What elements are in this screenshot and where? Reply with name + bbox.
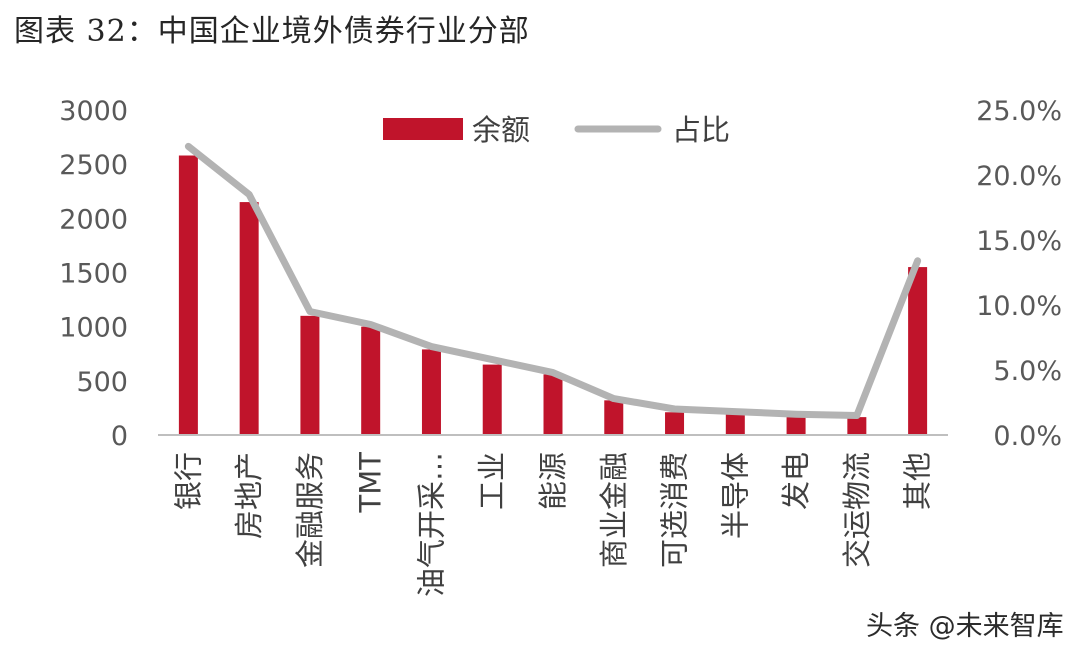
bar xyxy=(665,412,685,435)
bar xyxy=(300,315,320,435)
left-axis-ticks: 0 500 1000 1500 2000 2500 3000 xyxy=(59,96,128,452)
right-tick-label: 20.0% xyxy=(976,161,1062,192)
category-label: 银行 xyxy=(171,452,205,510)
left-tick-label: 2500 xyxy=(59,150,128,181)
right-axis-ticks: 0.0% 5.0% 10.0% 15.0% 20.0% 25.0% xyxy=(976,96,1062,452)
share-line xyxy=(184,142,922,419)
bar xyxy=(786,416,806,435)
category-label: 工业 xyxy=(475,452,509,510)
bar xyxy=(847,417,867,435)
left-tick-label: 2000 xyxy=(59,204,128,235)
category-label: 金融服务 xyxy=(293,452,327,568)
right-tick-label: 0.0% xyxy=(993,421,1062,452)
left-tick-label: 0 xyxy=(111,421,128,452)
bar xyxy=(725,414,745,435)
bar xyxy=(543,374,563,435)
bar xyxy=(908,267,928,435)
bar-series xyxy=(178,155,928,435)
legend: 余额 占比 xyxy=(383,113,730,147)
category-labels: 银行 房地产 金融服务 TMT 油气开采… 工业 能源 商业金融 可选消费 半导体 发电 交运物流 其他 xyxy=(171,452,934,597)
line-series xyxy=(184,142,922,419)
bar xyxy=(604,400,624,435)
category-label: 其他 xyxy=(901,452,935,510)
right-tick-label: 5.0% xyxy=(993,356,1062,387)
left-tick-label: 500 xyxy=(76,367,128,398)
category-label: TMT xyxy=(354,452,388,514)
right-tick-label: 25.0% xyxy=(976,96,1062,127)
category-label: 交运物流 xyxy=(840,452,874,568)
bar xyxy=(482,364,502,435)
category-label: 油气开采… xyxy=(414,452,448,597)
bar xyxy=(361,326,381,435)
category-label: 商业金融 xyxy=(597,452,631,568)
watermark: 头条 @未来智库 xyxy=(866,611,1064,642)
legend-label-balance: 余额 xyxy=(472,113,530,147)
legend-bar-swatch xyxy=(383,118,463,140)
right-tick-label: 10.0% xyxy=(976,291,1062,322)
bar xyxy=(421,349,441,435)
bar xyxy=(178,155,198,435)
category-label: 房地产 xyxy=(232,452,266,539)
left-tick-label: 3000 xyxy=(59,96,128,127)
category-label: 发电 xyxy=(779,452,813,510)
bar xyxy=(239,202,259,435)
legend-label-share: 占比 xyxy=(672,113,730,147)
category-label: 能源 xyxy=(536,452,570,510)
category-label: 可选消费 xyxy=(658,452,692,568)
right-tick-label: 15.0% xyxy=(976,226,1062,257)
chart-title: 图表 32：中国企业境外债券行业分部 xyxy=(14,14,530,49)
category-label: 半导体 xyxy=(718,452,752,539)
left-tick-label: 1000 xyxy=(59,313,128,344)
left-tick-label: 1500 xyxy=(59,259,128,290)
